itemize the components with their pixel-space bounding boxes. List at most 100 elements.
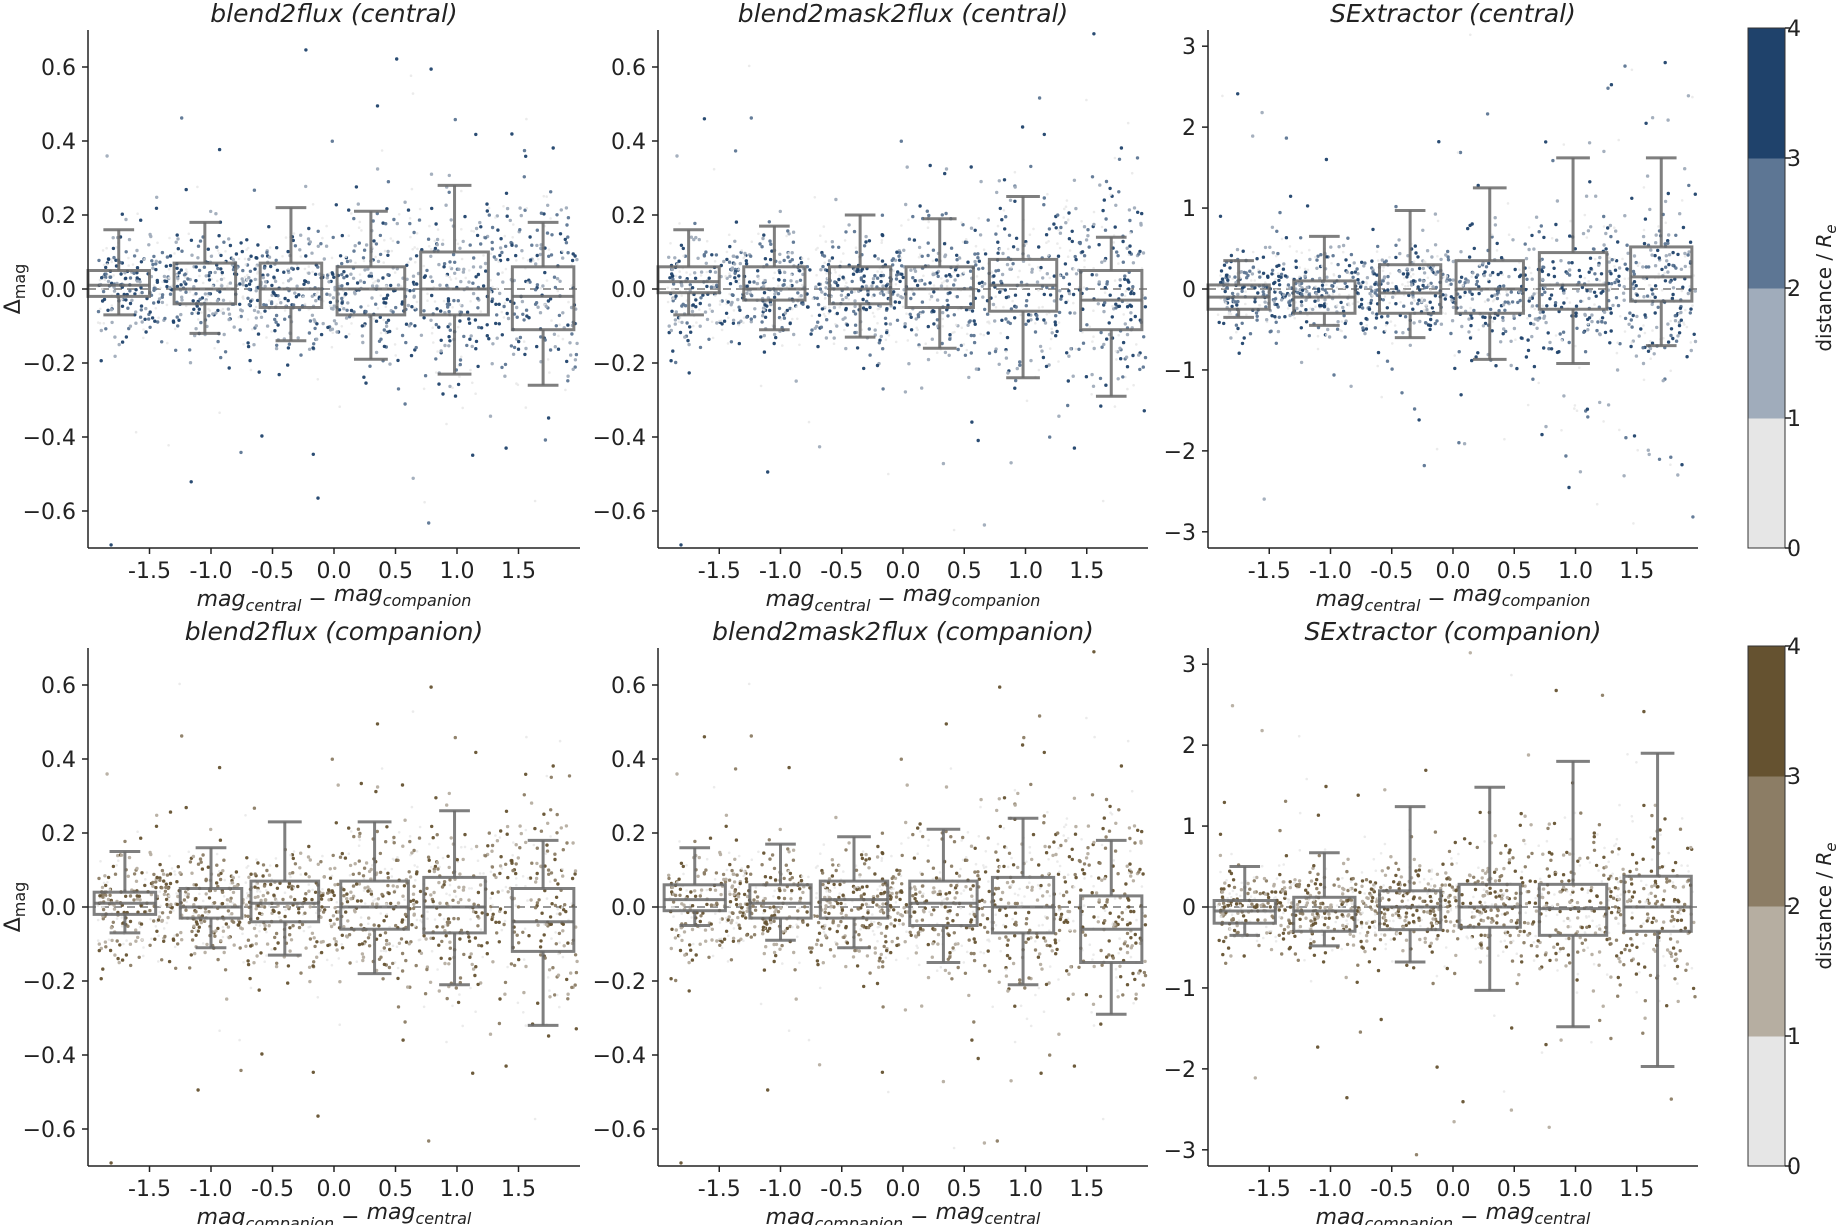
point xyxy=(269,264,273,269)
point xyxy=(1077,347,1081,351)
point xyxy=(1495,241,1499,246)
point xyxy=(824,305,827,309)
point xyxy=(1486,278,1490,281)
point xyxy=(157,960,160,963)
point xyxy=(982,523,987,527)
point xyxy=(165,255,170,259)
point xyxy=(521,312,525,316)
point xyxy=(517,339,521,344)
point xyxy=(837,277,841,282)
point xyxy=(997,362,1001,366)
box-iqr xyxy=(1629,245,1694,303)
point xyxy=(549,217,552,220)
point xyxy=(1276,251,1280,256)
point xyxy=(1470,316,1474,320)
point xyxy=(226,925,231,929)
point xyxy=(1131,285,1135,289)
point xyxy=(499,237,503,241)
point xyxy=(1674,266,1678,270)
point xyxy=(439,349,443,353)
point xyxy=(220,270,224,275)
point xyxy=(1644,265,1649,269)
point xyxy=(773,271,776,275)
point xyxy=(955,258,959,262)
point xyxy=(934,258,939,262)
point xyxy=(1112,241,1116,244)
point xyxy=(463,214,467,219)
point xyxy=(1467,317,1471,321)
point xyxy=(249,554,252,557)
point xyxy=(1128,218,1132,223)
point xyxy=(1470,297,1475,301)
point xyxy=(158,292,162,296)
point xyxy=(1488,273,1493,277)
point xyxy=(947,353,951,357)
point xyxy=(794,379,798,383)
point xyxy=(483,236,488,240)
point xyxy=(720,322,724,326)
point xyxy=(1567,261,1571,265)
point xyxy=(445,274,448,278)
point xyxy=(786,255,790,259)
point xyxy=(1026,254,1031,258)
point xyxy=(340,261,344,266)
point xyxy=(1588,180,1592,184)
point xyxy=(382,297,386,301)
point xyxy=(103,278,107,281)
point xyxy=(1114,306,1118,310)
point xyxy=(1423,308,1426,312)
point xyxy=(142,954,145,958)
point xyxy=(382,328,386,332)
point xyxy=(183,276,187,279)
point xyxy=(112,289,117,293)
point xyxy=(701,293,705,297)
point xyxy=(1503,308,1507,312)
point xyxy=(1687,183,1691,188)
point xyxy=(351,884,356,888)
point xyxy=(1686,291,1691,296)
point xyxy=(835,324,839,328)
point xyxy=(1457,441,1461,445)
point xyxy=(106,257,111,262)
point xyxy=(334,940,338,944)
point xyxy=(313,326,317,331)
point xyxy=(1315,258,1319,262)
point xyxy=(400,333,405,338)
point xyxy=(1326,327,1330,332)
point xyxy=(1007,233,1012,237)
point xyxy=(262,303,266,307)
point xyxy=(254,265,258,268)
point xyxy=(772,277,775,280)
point xyxy=(275,246,279,250)
point xyxy=(694,235,698,240)
point xyxy=(505,824,510,829)
point xyxy=(1288,245,1292,248)
point xyxy=(767,220,771,224)
point xyxy=(237,257,241,261)
point xyxy=(156,241,159,245)
point xyxy=(1114,349,1118,353)
point xyxy=(442,917,446,921)
point xyxy=(519,213,523,218)
point xyxy=(422,264,426,268)
point xyxy=(672,297,675,300)
point xyxy=(1129,318,1133,322)
point xyxy=(1359,321,1363,326)
point xyxy=(408,221,412,226)
point xyxy=(1233,300,1238,304)
point xyxy=(697,237,701,242)
point xyxy=(108,948,113,953)
point xyxy=(1303,274,1307,278)
point xyxy=(671,299,675,303)
x-tick-label: 0.5 xyxy=(1497,559,1532,584)
point xyxy=(495,839,500,843)
point xyxy=(1082,254,1087,258)
point xyxy=(175,284,180,289)
point xyxy=(1391,281,1394,285)
point xyxy=(1664,221,1668,225)
point xyxy=(1123,294,1127,298)
point xyxy=(487,831,491,835)
point xyxy=(277,372,281,377)
point xyxy=(1470,292,1474,296)
